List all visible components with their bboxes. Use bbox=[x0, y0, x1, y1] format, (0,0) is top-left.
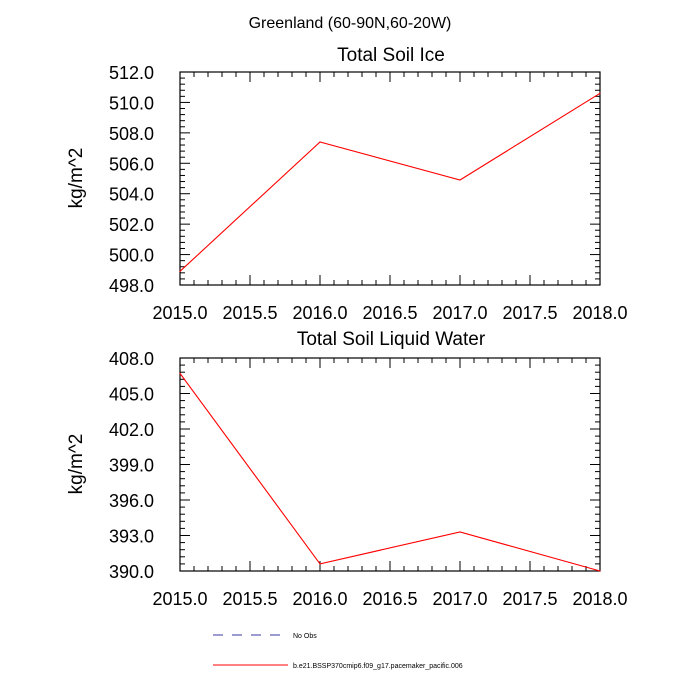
x-tick-label-soil-ice: 2016.0 bbox=[292, 303, 347, 323]
x-tick-label-soil-ice: 2017.5 bbox=[502, 303, 557, 323]
y-tick-label-soil-liquid-water: 396.0 bbox=[109, 491, 154, 511]
x-tick-label-soil-liquid-water: 2017.5 bbox=[502, 589, 557, 609]
data-point-soil-liquid-water bbox=[599, 570, 601, 572]
data-point-soil-liquid-water bbox=[179, 372, 181, 374]
data-point-soil-ice bbox=[599, 92, 601, 94]
x-tick-label-soil-liquid-water: 2016.5 bbox=[362, 589, 417, 609]
x-tick-label-soil-ice: 2015.5 bbox=[222, 303, 277, 323]
data-point-soil-liquid-water bbox=[319, 563, 321, 565]
panel-title-soil-liquid-water: Total Soil Liquid Water bbox=[297, 329, 486, 350]
figure-title: Greenland (60-90N,60-20W) bbox=[249, 15, 452, 32]
y-tick-label-soil-ice: 510.0 bbox=[109, 93, 154, 113]
y-tick-label-soil-ice: 504.0 bbox=[109, 185, 154, 205]
panel-soil-ice: Total Soil Ice kg/m^2 2015.0 2015.5 2016.0… bbox=[66, 45, 628, 323]
series-line-soil-liquid-water bbox=[179, 373, 601, 572]
series-line-soil-ice bbox=[179, 92, 601, 272]
data-point-soil-ice bbox=[459, 179, 461, 181]
x-tick-label-soil-liquid-water: 2015.5 bbox=[222, 589, 277, 609]
legend: No Obs b.e21.BSSP370cmip6.f09_g17.pacema… bbox=[213, 633, 463, 670]
y-tick-label-soil-liquid-water: 393.0 bbox=[109, 527, 154, 547]
plot-frame-soil-ice bbox=[179, 71, 601, 286]
data-point-soil-ice bbox=[319, 141, 321, 143]
y-axis-label-soil-liquid-water: kg/m^2 bbox=[66, 434, 87, 495]
legend-label-model: b.e21.BSSP370cmip6.f09_g17.pacemaker_pac… bbox=[293, 663, 463, 670]
legend-label-no-obs: No Obs bbox=[293, 633, 317, 640]
x-tick-label-soil-ice: 2018.0 bbox=[572, 303, 627, 323]
data-point-soil-ice bbox=[179, 270, 181, 272]
y-tick-label-soil-ice: 502.0 bbox=[109, 215, 154, 235]
y-tick-label-soil-liquid-water: 399.0 bbox=[109, 456, 154, 476]
x-tick-label-soil-liquid-water: 2015.0 bbox=[152, 589, 207, 609]
data-point-soil-liquid-water bbox=[459, 531, 461, 533]
x-tick-label-soil-liquid-water: 2016.0 bbox=[292, 589, 347, 609]
x-tick-label-soil-ice: 2016.5 bbox=[362, 303, 417, 323]
y-tick-label-soil-ice: 500.0 bbox=[109, 246, 154, 266]
panel-soil-liquid-water: Total Soil Liquid Water kg/m^2 2015.0 201… bbox=[66, 329, 628, 609]
y-tick-label-soil-ice: 506.0 bbox=[109, 154, 154, 174]
y-tick-label-soil-liquid-water: 390.0 bbox=[109, 562, 154, 582]
plot-frame-soil-liquid-water bbox=[179, 357, 601, 572]
panel-title-soil-ice: Total Soil Ice bbox=[337, 45, 445, 66]
x-tick-label-soil-ice: 2015.0 bbox=[152, 303, 207, 323]
y-tick-label-soil-liquid-water: 402.0 bbox=[109, 420, 154, 440]
y-tick-label-soil-liquid-water: 405.0 bbox=[109, 385, 154, 405]
x-tick-label-soil-liquid-water: 2018.0 bbox=[572, 589, 627, 609]
y-tick-label-soil-ice: 498.0 bbox=[109, 276, 154, 296]
y-tick-label-soil-ice: 512.0 bbox=[109, 63, 154, 83]
y-tick-label-soil-liquid-water: 408.0 bbox=[109, 349, 154, 369]
y-axis-label-soil-ice: kg/m^2 bbox=[66, 148, 87, 209]
y-tick-label-soil-ice: 508.0 bbox=[109, 124, 154, 144]
x-tick-label-soil-liquid-water: 2017.0 bbox=[432, 589, 487, 609]
x-tick-label-soil-ice: 2017.0 bbox=[432, 303, 487, 323]
